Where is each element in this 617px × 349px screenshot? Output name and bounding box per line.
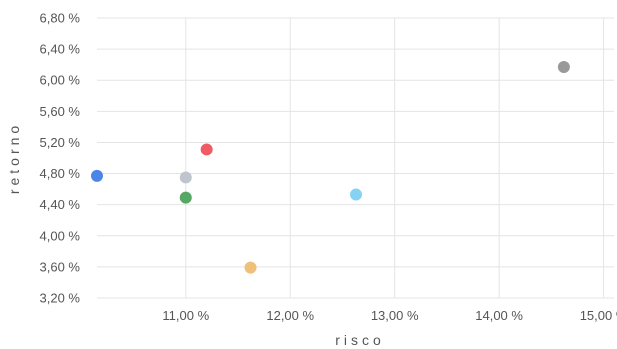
y-tick-label: 3,60 %	[40, 259, 81, 274]
y-axis-ticks: 3,20 % 3,60 % 4,00 % 4,40 % 4,80 % 5,20 % 5,60…	[40, 11, 81, 306]
x-tick-label: 14,00 %	[475, 308, 523, 323]
y-tick-label: 4,80 %	[40, 166, 81, 181]
y-tick-label: 5,60 %	[40, 104, 81, 119]
data-point	[91, 169, 103, 182]
data-point	[200, 143, 213, 156]
x-tick-label: 13,00 %	[371, 308, 419, 323]
x-tick-label: 11,00 %	[162, 308, 209, 323]
x-axis-ticks: 11,00 % 12,00 % 13,00 % 14,00 % 15,00 %	[162, 308, 617, 323]
data-points	[91, 61, 570, 274]
x-axis-title: risco	[335, 332, 385, 348]
data-point	[350, 188, 363, 201]
y-tick-label: 4,00 %	[40, 228, 81, 243]
y-axis-title: retorno	[6, 122, 22, 194]
grid	[97, 17, 614, 299]
data-point	[179, 171, 192, 184]
y-tick-label: 6,40 %	[40, 42, 81, 57]
y-tick-label: 6,00 %	[40, 73, 81, 88]
data-point	[557, 61, 570, 73]
y-tick-label: 3,20 %	[40, 291, 81, 306]
y-tick-label: 5,20 %	[40, 135, 81, 150]
x-tick-label: 15,00 %	[580, 308, 617, 323]
data-point	[179, 191, 192, 204]
x-tick-label: 12,00 %	[266, 308, 314, 323]
y-tick-label: 4,40 %	[40, 197, 81, 212]
data-point	[244, 261, 257, 274]
y-tick-label: 6,80 %	[40, 11, 81, 26]
